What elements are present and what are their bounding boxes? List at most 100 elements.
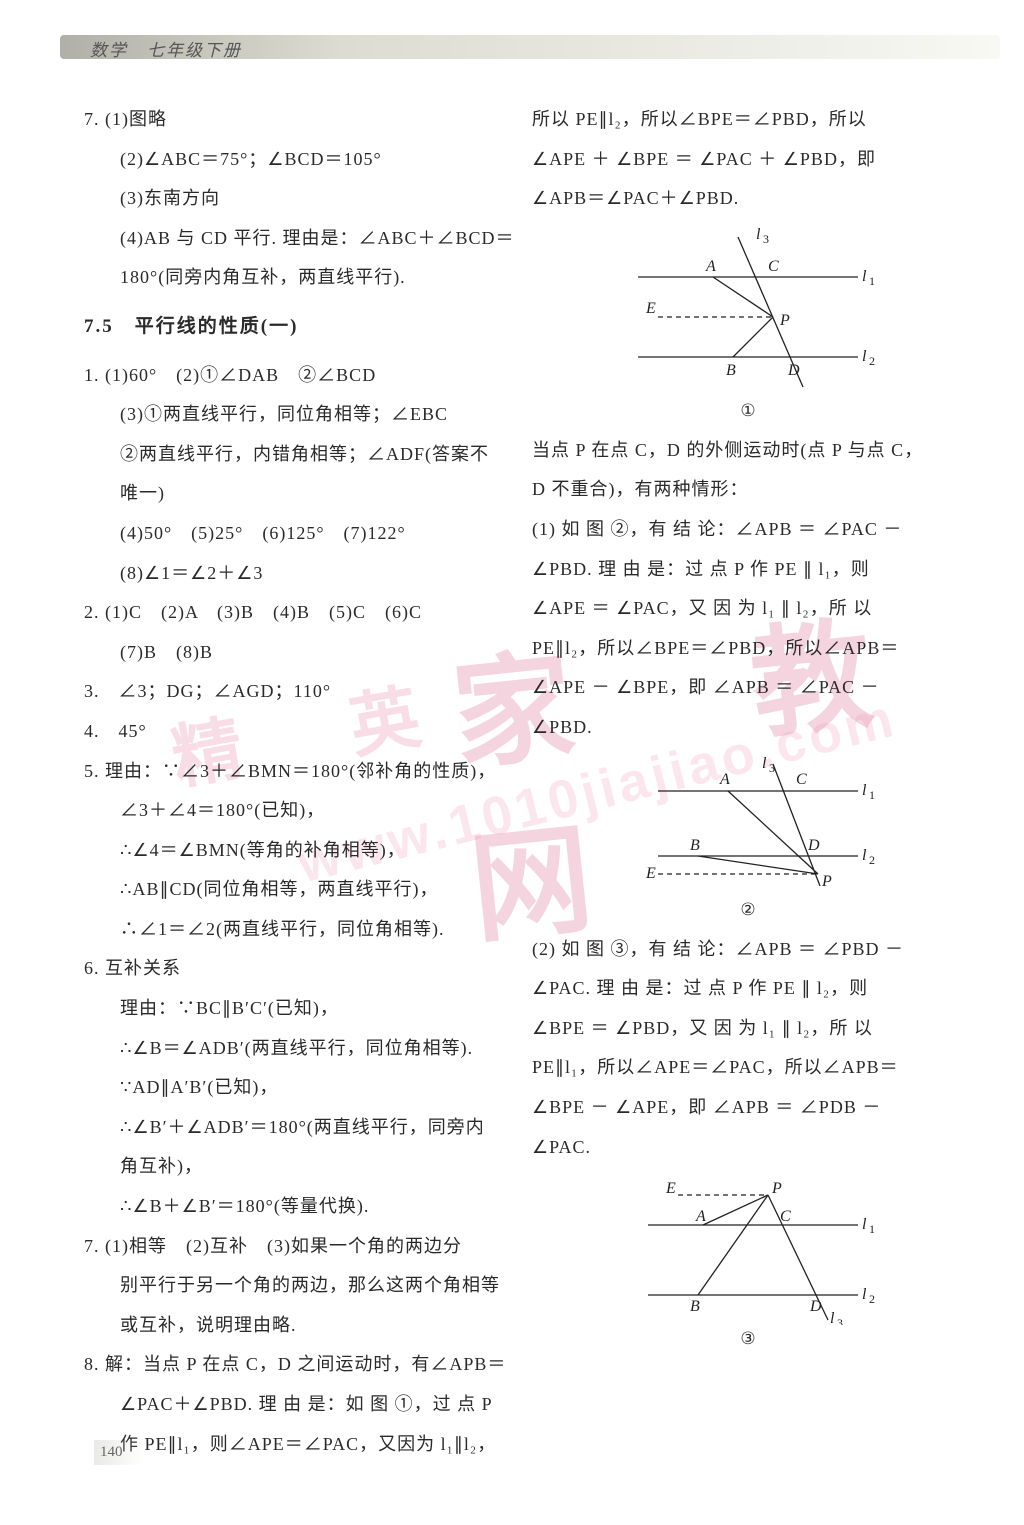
q6-line: 6. 互补关系 — [84, 949, 504, 989]
r-m2-l2: ∠PAC. 理 由 是：过 点 P 作 PE ∥ l₂，则 — [532, 969, 964, 1009]
q6-l2: ∴∠B＝∠ADB′(两直线平行，同位角相等). — [84, 1029, 504, 1069]
lbl3-l3: l — [830, 1310, 835, 1325]
r-m1-l6: PE∥l₂，所以∠BPE＝∠PBD，所以∠APB＝ — [532, 629, 964, 669]
section-7-5-title: 7.5 平行线的性质(一) — [84, 304, 504, 350]
q6-l1: 理由：∵BC∥B′C′(已知)， — [84, 989, 504, 1029]
q6-l3: ∵AD∥A′B′(已知)， — [84, 1068, 504, 1108]
lbl-l1a-sub: 1 — [869, 274, 875, 288]
q5-l5: ∴∠1＝∠2(两直线平行，同位角相等). — [84, 910, 504, 950]
q7-l2: (2)∠ABC＝75°；∠BCD＝105° — [84, 140, 504, 180]
q5-num: 5. — [84, 761, 100, 781]
q5-line: 5. 理由：∵∠3＋∠BMN＝180°(邻补角的性质)， — [84, 752, 504, 792]
q7b-l2: 别平行于另一个角的两边，那么这两个角相等 — [84, 1266, 504, 1306]
q7b-line: 7. (1)相等 (2)互补 (3)如果一个角的两边分 — [84, 1227, 504, 1267]
q2-l2: (7)B (8)B — [84, 633, 504, 673]
book-header: 数学 七年级下册 — [90, 36, 242, 61]
r-m1-l5: ∠APE ＝ ∠PAC，又 因 为 l₁ ∥ l₂，所 以 — [532, 589, 964, 629]
diagram-1: A C E P B D l3 l1 l2 — [618, 227, 878, 397]
q1-num: 1. — [84, 365, 100, 385]
lbl2-l1-sub: 1 — [869, 788, 875, 802]
q2-line: 2. (1)C (2)A (3)B (4)B (5)C (6)C — [84, 593, 504, 633]
q1-l1: (1)60° (2)①∠DAB ②∠BCD — [105, 365, 376, 385]
diagram-2: A C B D E P l1 l2 l3 — [618, 756, 878, 896]
lbl2-B: B — [690, 837, 700, 854]
lbl2-E: E — [645, 865, 656, 882]
r-m1-l7: ∠APE － ∠BPE，即 ∠APB ＝ ∠PAC － — [532, 668, 964, 708]
q7b-l3: 或互补，说明理由略. — [84, 1306, 504, 1346]
lbl2-l3-sub: 3 — [769, 761, 775, 775]
r-top-l1: 所以 PE∥l₂，所以∠BPE＝∠PBD，所以 — [532, 100, 964, 140]
r-m1-l4: ∠PBD. 理 由 是：过 点 P 作 PE ∥ l₁，则 — [532, 550, 964, 590]
lbl2-l2-sub: 2 — [869, 853, 875, 867]
q7-line: 7. (1)图略 — [84, 100, 504, 140]
q6-num: 6. — [84, 958, 100, 978]
lbl2-l1: l — [862, 782, 867, 799]
lbl-A: A — [705, 258, 716, 275]
q5-l3: ∴∠4＝∠BMN(等角的补角相等)， — [84, 831, 504, 871]
r-top-l3: ∠APB＝∠PAC＋∠PBD. — [532, 179, 964, 219]
r-m1-l8: ∠PBD. — [532, 708, 964, 748]
q6-l0: 互补关系 — [105, 958, 181, 978]
q7-l4b: 180°(同旁内角互补，两直线平行). — [84, 258, 504, 298]
lbl3-l1: l — [862, 1216, 867, 1233]
q4: 4. 45° — [84, 712, 504, 752]
q8-num: 8. — [84, 1354, 100, 1374]
r-m1-l1: 当点 P 在点 C，D 的外侧运动时(点 P 与点 C， — [532, 431, 964, 471]
q1-line: 1. (1)60° (2)①∠DAB ②∠BCD — [84, 356, 504, 396]
r-top-l2: ∠APE ＋ ∠BPE ＝ ∠PAC ＋ ∠PBD，即 — [532, 140, 964, 180]
q7-l1: (1)图略 — [105, 109, 167, 129]
q1-l4: (4)50° (5)25° (6)125° (7)122° — [84, 514, 504, 554]
page-content: 7. (1)图略 (2)∠ABC＝75°；∠BCD＝105° (3)东南方向 (… — [84, 100, 964, 1445]
q1-l3b: 唯一) — [84, 474, 504, 514]
q7b-num: 7. — [84, 1236, 100, 1256]
diagram-3: E P A C B D l1 l2 l3 — [618, 1175, 878, 1325]
diagram-2-caption: ② — [532, 900, 964, 920]
lbl-E: E — [645, 300, 656, 317]
diagram-3-caption: ③ — [532, 1329, 964, 1349]
lbl-C: C — [768, 258, 779, 275]
q3: 3. ∠3；DG；∠AGD；110° — [84, 672, 504, 712]
q7b-l1: (1)相等 (2)互补 (3)如果一个角的两边分 — [105, 1236, 462, 1256]
r-m2-l6: ∠PAC. — [532, 1128, 964, 1168]
lbl3-l3-sub: 3 — [837, 1316, 843, 1325]
lbl-l2a-sub: 2 — [869, 354, 875, 368]
r-m1-l2: D 不重合)，有两种情形： — [532, 470, 964, 510]
left-column: 7. (1)图略 (2)∠ABC＝75°；∠BCD＝105° (3)东南方向 (… — [84, 100, 504, 1464]
lbl3-A: A — [695, 1208, 706, 1225]
right-column: 所以 PE∥l₂，所以∠BPE＝∠PBD，所以 ∠APE ＋ ∠BPE ＝ ∠P… — [532, 100, 964, 1359]
lbl-l3a-sub: 3 — [763, 232, 769, 246]
lbl3-E: E — [665, 1180, 676, 1197]
lbl3-l1-sub: 1 — [869, 1222, 875, 1236]
lbl-l2a: l — [862, 348, 867, 365]
q7-l4a: (4)AB 与 CD 平行. 理由是：∠ABC＋∠BCD＝ — [84, 219, 504, 259]
q8-line: 8. 解：当点 P 在点 C，D 之间运动时，有∠APB＝ — [84, 1345, 504, 1385]
lbl2-D: D — [807, 837, 820, 854]
q5-l2: ∠3＋∠4＝180°(已知)， — [84, 791, 504, 831]
lbl3-P: P — [771, 1180, 782, 1197]
lbl2-C: C — [796, 771, 807, 788]
lbl2-l2: l — [862, 847, 867, 864]
q8-l2: ∠PAC＋∠PBD. 理 由 是：如 图 ①，过 点 P — [84, 1385, 504, 1425]
lbl-D: D — [787, 362, 800, 379]
lbl-P: P — [779, 312, 790, 329]
lbl-l3a: l — [756, 227, 761, 243]
lbl-B: B — [726, 362, 736, 379]
q1-l5: (8)∠1＝∠2＋∠3 — [84, 554, 504, 594]
lbl3-l2: l — [862, 1286, 867, 1303]
q8-l1: 解：当点 P 在点 C，D 之间运动时，有∠APB＝ — [105, 1354, 506, 1374]
q6-l4b: 角互补)， — [84, 1147, 504, 1187]
q5-l4: ∴AB∥CD(同位角相等，两直线平行)， — [84, 870, 504, 910]
q6-l5: ∴∠B＋∠B′＝180°(等量代换). — [84, 1187, 504, 1227]
r-m2-l3: ∠BPE ＝ ∠PBD，又 因 为 l₁ ∥ l₂，所 以 — [532, 1009, 964, 1049]
r-m2-l5: ∠BPE － ∠APE，即 ∠APB ＝ ∠PDB － — [532, 1088, 964, 1128]
page-number: 140 — [94, 1440, 143, 1465]
q2-num: 2. — [84, 602, 100, 622]
lbl3-D: D — [809, 1298, 822, 1315]
lbl2-A: A — [719, 771, 730, 788]
q7-l3: (3)东南方向 — [84, 179, 504, 219]
q1-l2: (3)①两直线平行，同位角相等；∠EBC — [84, 395, 504, 435]
r-m2-l1: (2) 如 图 ③，有 结 论：∠APB ＝ ∠PBD － — [532, 930, 964, 970]
q2-l1: (1)C (2)A (3)B (4)B (5)C (6)C — [105, 602, 422, 622]
q6-l4: ∴∠B′＋∠ADB′＝180°(两直线平行，同旁内 — [84, 1108, 504, 1148]
lbl-l1a: l — [862, 268, 867, 285]
